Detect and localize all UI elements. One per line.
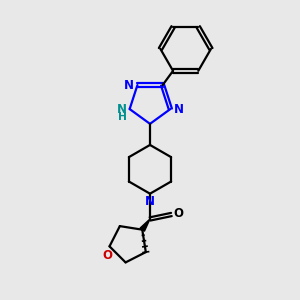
Text: H: H	[118, 112, 127, 122]
Polygon shape	[140, 219, 150, 231]
Text: O: O	[102, 249, 112, 262]
Text: O: O	[174, 207, 184, 220]
Text: N: N	[124, 79, 134, 92]
Text: N: N	[174, 103, 184, 116]
Text: N: N	[117, 103, 127, 116]
Text: N: N	[145, 195, 155, 208]
